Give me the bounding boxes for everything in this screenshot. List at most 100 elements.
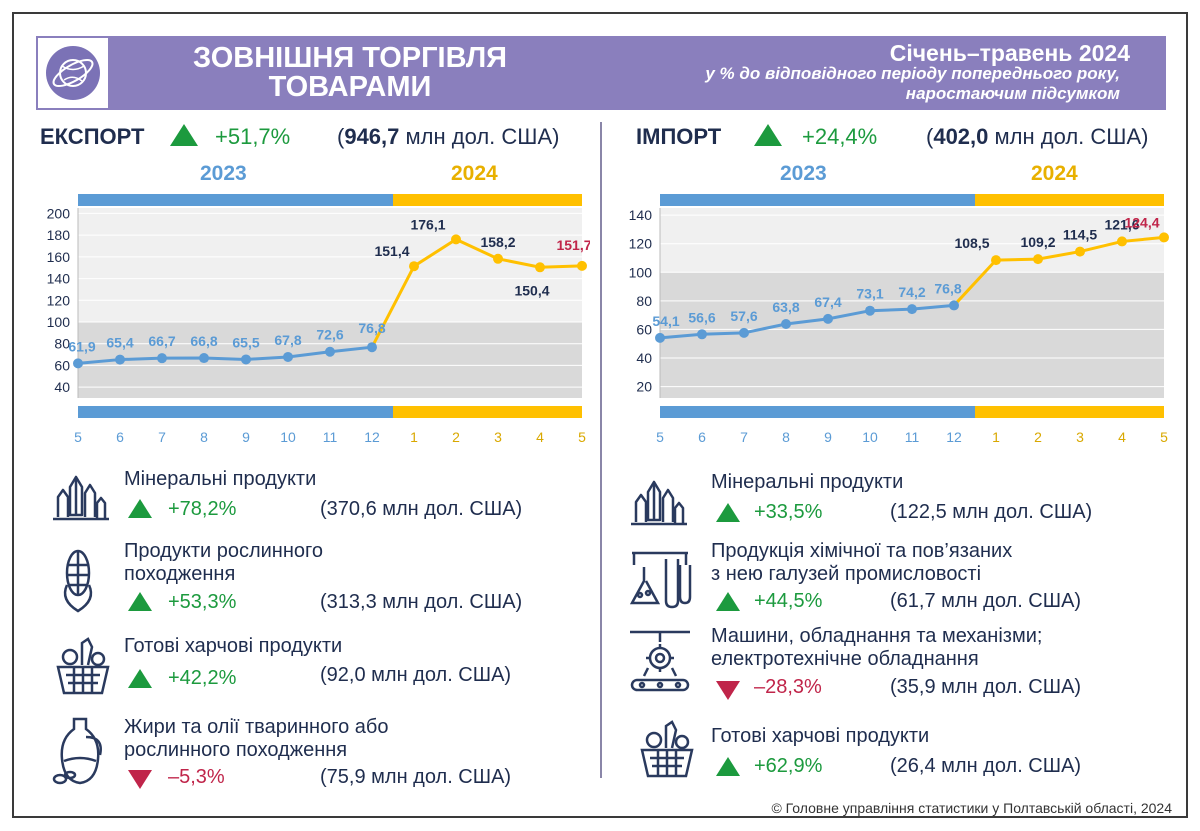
data-point <box>115 354 125 365</box>
y-tick-label: 60 <box>636 321 652 337</box>
y-tick-label: 140 <box>47 271 71 287</box>
data-point <box>73 358 83 369</box>
year-bar-2023-bottom <box>660 406 975 418</box>
up-arrow-icon <box>716 757 740 776</box>
data-point <box>865 305 875 316</box>
data-label: 72,6 <box>316 327 343 343</box>
y-tick-label: 60 <box>54 357 70 373</box>
x-tick-label: 1 <box>992 429 1000 445</box>
y-tick-label: 80 <box>54 336 70 352</box>
series-line-2024 <box>370 237 583 348</box>
x-tick-label: 12 <box>364 429 380 445</box>
x-tick-label: 10 <box>862 429 878 445</box>
logo <box>38 38 108 108</box>
x-tick-label: 7 <box>740 429 748 445</box>
import-item-change: +33,5% <box>754 501 823 523</box>
import-item-value: (122,5 млн дол. США) <box>890 501 1093 523</box>
export-year-2023: 2023 <box>200 162 247 185</box>
y-tick-label: 40 <box>54 379 70 395</box>
year-bar-2023-bottom <box>78 406 393 418</box>
data-point <box>493 253 503 264</box>
data-point <box>325 346 335 357</box>
y-tick-label: 100 <box>629 264 653 280</box>
y-tick-label: 140 <box>629 207 653 223</box>
data-label: 54,1 <box>652 313 679 329</box>
footer-credit: © Головне управління статистики у Полтав… <box>771 800 1172 816</box>
import-item-name: Мінеральні продукти <box>711 471 904 493</box>
y-tick-label: 40 <box>636 350 652 366</box>
export-change: +51,7% <box>215 124 291 149</box>
data-label: 114,5 <box>1063 227 1097 243</box>
data-point <box>781 319 791 329</box>
export-item-value: (75,9 млн дол. США) <box>320 766 512 788</box>
section-divider <box>600 122 602 778</box>
year-bar-2023-top <box>78 194 393 206</box>
data-label: 76,8 <box>934 280 961 296</box>
data-label: 176,1 <box>410 216 445 232</box>
y-tick-label: 120 <box>629 236 653 252</box>
import-item-change: –28,3% <box>754 676 822 698</box>
data-label: 63,8 <box>772 299 799 315</box>
crystals-icon <box>53 475 109 521</box>
y-tick-label: 80 <box>636 293 652 309</box>
data-point <box>697 329 707 340</box>
data-point <box>1159 232 1169 243</box>
period-label: Січень–травень 2024 <box>889 40 1130 66</box>
data-point <box>367 342 377 353</box>
data-point <box>991 255 1001 266</box>
header-banner <box>36 36 1166 110</box>
x-tick-label: 2 <box>452 429 460 445</box>
data-point <box>199 353 209 364</box>
import-total: (402,0 млн дол. США) <box>926 124 1149 149</box>
data-label: 109,2 <box>1020 234 1055 250</box>
data-label: 65,5 <box>232 334 259 350</box>
y-tick-label: 200 <box>47 205 71 221</box>
up-arrow-icon <box>716 592 740 611</box>
series-line-2024 <box>952 235 1165 307</box>
import-up-arrow-icon <box>754 124 782 146</box>
period-subtitle: у % до відповідного періоду попереднього… <box>705 64 1120 103</box>
data-label: 108,5 <box>954 235 989 251</box>
y-tick-label: 180 <box>47 227 71 243</box>
data-label: 76,8 <box>358 320 385 336</box>
x-tick-label: 3 <box>494 429 502 445</box>
x-tick-label: 12 <box>946 429 962 445</box>
year-bar-2024-bottom <box>393 406 582 418</box>
x-tick-label: 8 <box>782 429 790 445</box>
export-total: (946,7 млн дол. США) <box>337 124 560 149</box>
x-tick-label: 5 <box>1160 429 1168 445</box>
data-point <box>409 261 419 272</box>
up-arrow-icon <box>128 669 152 688</box>
data-point <box>907 304 917 315</box>
data-label: 158,2 <box>480 234 515 250</box>
import-item-value: (35,9 млн дол. США) <box>890 676 1082 698</box>
up-arrow-icon <box>128 499 152 518</box>
data-label: 151,7 <box>556 237 590 253</box>
data-point <box>157 353 167 364</box>
x-tick-label: 6 <box>116 429 124 445</box>
data-point <box>949 300 959 311</box>
import-item-change: +62,9% <box>754 755 823 777</box>
y-tick-label: 100 <box>47 314 71 330</box>
data-label: 56,6 <box>688 309 715 325</box>
x-tick-label: 11 <box>323 429 338 445</box>
x-tick-label: 4 <box>536 429 544 445</box>
data-point <box>655 332 665 343</box>
x-tick-label: 11 <box>905 429 920 445</box>
export-item-name: Мінеральні продукти <box>124 468 317 490</box>
x-tick-label: 9 <box>242 429 250 445</box>
export-item-name: Готові харчові продукти <box>124 635 343 657</box>
x-tick-label: 6 <box>698 429 706 445</box>
export-item-value: (370,6 млн дол. США) <box>320 498 523 520</box>
data-point <box>739 327 749 338</box>
x-tick-label: 2 <box>1034 429 1042 445</box>
export-item-name: Жири та олії тваринного або рослинного п… <box>124 716 389 761</box>
crystals-icon <box>631 480 687 526</box>
y-tick-label: 120 <box>47 292 71 308</box>
food-basket-icon <box>56 637 110 695</box>
export-title: ЕКСПОРТ <box>40 124 145 149</box>
import-item-name: Машини, обладнання та механізми; електро… <box>711 625 1043 670</box>
export-item-value: (92,0 млн дол. США) <box>320 664 512 686</box>
